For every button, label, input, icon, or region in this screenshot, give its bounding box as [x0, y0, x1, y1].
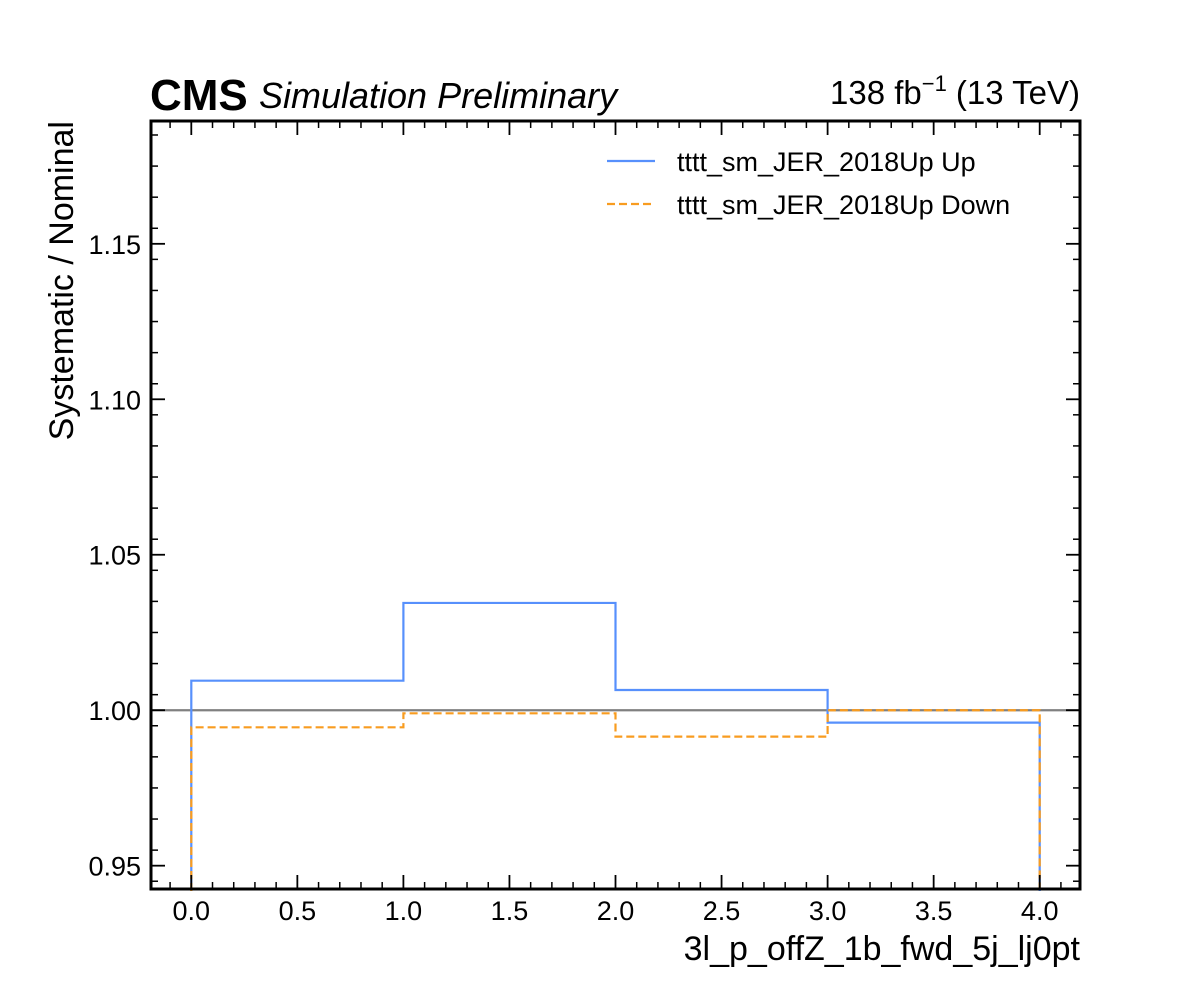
- legend-label-1: tttt_sm_JER_2018Up Up: [677, 147, 976, 177]
- y-tick-label: 1.00: [88, 696, 141, 726]
- luminosity-label: 138 fb−1 (13 TeV): [830, 71, 1080, 111]
- lumi-energy: (13 TeV): [956, 74, 1080, 111]
- series-line-1: [190, 601, 1041, 891]
- x-tick-label: 1.5: [491, 896, 529, 926]
- x-tick-label: 4.0: [1021, 896, 1059, 926]
- y-tick-label: 0.95: [88, 852, 141, 882]
- lumi-value: 138 fb: [830, 74, 922, 111]
- legend-label-2: tttt_sm_JER_2018Up Down: [677, 190, 1010, 220]
- series-line-2: [190, 709, 1041, 891]
- legend: tttt_sm_JER_2018Up Up tttt_sm_JER_2018Up …: [607, 147, 1010, 220]
- x-tick-label: 1.0: [385, 896, 423, 926]
- x-tick-label: 0.5: [279, 896, 317, 926]
- x-tick-label: 3.5: [915, 896, 953, 926]
- x-tick-label: 0.0: [173, 896, 211, 926]
- experiment-label: CMS: [150, 71, 248, 120]
- x-tick-label: 2.5: [703, 896, 741, 926]
- x-tick-label: 2.0: [597, 896, 635, 926]
- x-axis-label: 3l_p_offZ_1b_fwd_5j_lj0pt: [684, 930, 1081, 968]
- y-tick-label: 1.10: [88, 385, 141, 415]
- y-tick-label: 1.05: [88, 541, 141, 571]
- plot-area: [151, 601, 1080, 891]
- lumi-exponent: −1: [922, 71, 947, 96]
- y-axis-label: Systematic / Nominal: [43, 121, 81, 440]
- y-tick-label: 1.15: [88, 230, 141, 260]
- plot-frame: [149, 119, 1082, 891]
- x-tick-label: 3.0: [809, 896, 847, 926]
- axis-ticks: [151, 121, 1080, 889]
- axis-tick-labels: 0.0 0.5 1.0 1.5 2.0 2.5 3.0 3.5 4.0 0.95 1.00 1.05 1…: [88, 230, 1058, 926]
- status-label: Simulation Preliminary: [259, 75, 619, 116]
